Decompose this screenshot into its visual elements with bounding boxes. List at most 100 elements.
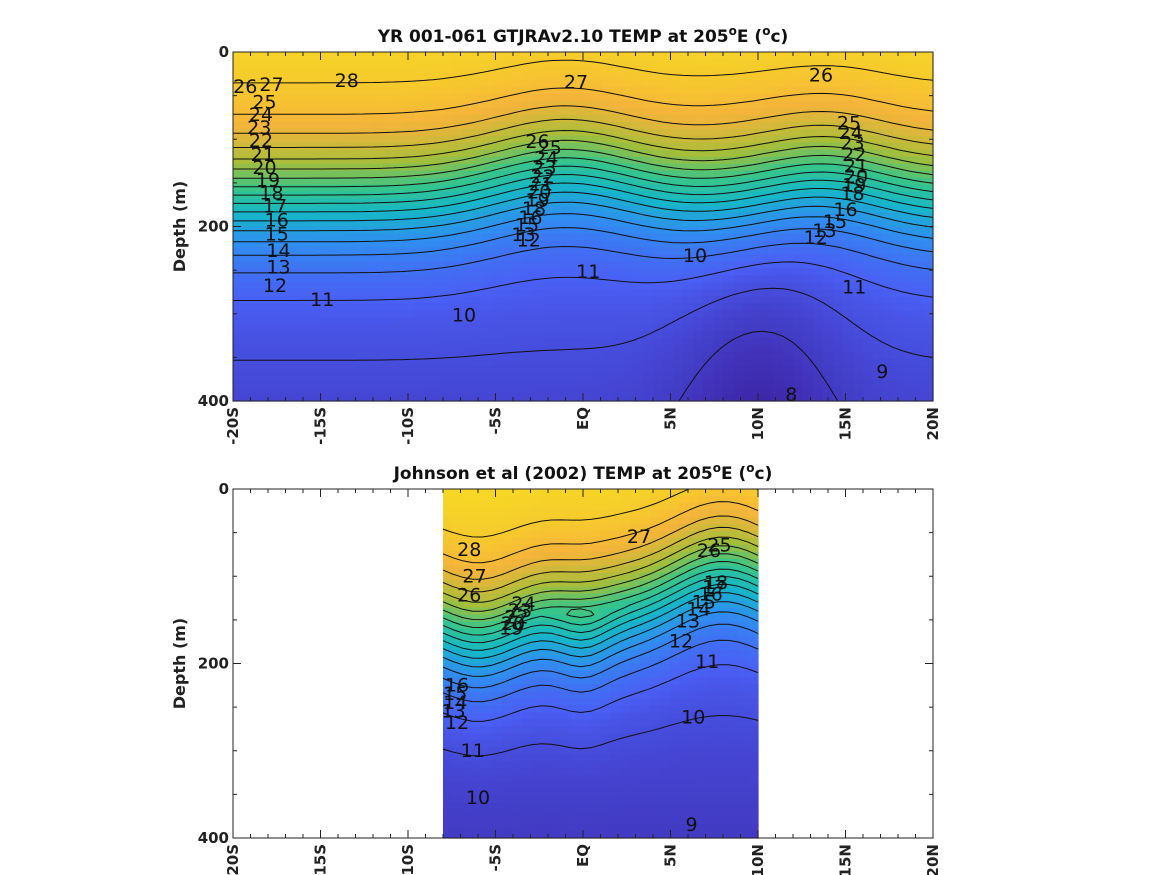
heatmap-cell <box>513 93 524 102</box>
heatmap-cell <box>353 352 364 360</box>
y-axis-label: Depth (m) <box>170 181 189 273</box>
heatmap-cell <box>462 649 474 658</box>
heatmap-cell <box>679 523 690 532</box>
heatmap-cell <box>443 156 454 165</box>
heatmap-cell <box>669 670 680 679</box>
heatmap-cell <box>763 226 774 235</box>
heatmap-cell <box>689 649 700 658</box>
heatmap-cell <box>283 205 294 214</box>
heatmap-cell <box>433 296 444 304</box>
heatmap-cell <box>663 380 674 388</box>
heatmap-cell <box>683 282 694 290</box>
heatmap-cell <box>443 565 454 574</box>
heatmap-cell <box>863 212 874 221</box>
heatmap-cell <box>583 219 594 228</box>
heatmap-cell <box>423 212 434 221</box>
heatmap-cell <box>583 170 594 179</box>
heatmap-cell <box>713 128 724 137</box>
heatmap-cell <box>853 177 864 186</box>
heatmap-cell <box>703 219 714 228</box>
heatmap-cell <box>493 65 504 74</box>
heatmap-cell <box>551 572 562 581</box>
heatmap-cell <box>783 303 794 311</box>
heatmap-cell <box>913 345 924 353</box>
heatmap-cell <box>773 163 784 172</box>
heatmap-cell <box>492 607 503 616</box>
heatmap-cell <box>708 551 720 560</box>
heatmap-cell <box>253 380 264 388</box>
heatmap-cell <box>323 198 334 207</box>
heatmap-cell <box>462 740 474 748</box>
heatmap-cell <box>253 240 264 249</box>
heatmap-cell <box>511 489 523 497</box>
heatmap-cell <box>728 642 739 651</box>
heatmap-cell <box>303 65 314 74</box>
heatmap-cell <box>743 380 754 388</box>
heatmap-cell <box>563 247 574 256</box>
heatmap-cell <box>303 107 314 116</box>
heatmap-cell <box>603 226 614 235</box>
heatmap-cell <box>443 135 454 144</box>
heatmap-cell <box>659 663 670 672</box>
heatmap-cell <box>643 72 654 81</box>
heatmap-cell <box>580 754 592 762</box>
heatmap-cell <box>553 219 564 228</box>
heatmap-cell <box>738 761 749 769</box>
heatmap-cell <box>583 226 594 235</box>
heatmap-cell <box>273 107 284 116</box>
heatmap-cell <box>743 79 754 88</box>
heatmap-cell <box>303 198 314 207</box>
heatmap-cell <box>413 191 424 200</box>
heatmap-cell <box>913 205 924 214</box>
heatmap-cell <box>323 114 334 123</box>
heatmap-cell <box>502 621 513 630</box>
heatmap-cell <box>689 740 700 748</box>
heatmap-cell <box>659 523 670 532</box>
heatmap-cell <box>693 58 704 67</box>
heatmap-cell <box>593 352 604 360</box>
heatmap-cell <box>669 516 680 525</box>
heatmap-cell <box>473 247 484 256</box>
heatmap-cell <box>773 107 784 116</box>
heatmap-cell <box>753 149 764 158</box>
heatmap-cell <box>713 177 724 186</box>
heatmap-cell <box>708 600 720 609</box>
heatmap-cell <box>738 649 749 658</box>
heatmap-cell <box>502 509 513 518</box>
heatmap-cell <box>703 268 714 276</box>
heatmap-cell <box>303 79 314 88</box>
heatmap-cell <box>503 177 514 186</box>
heatmap-cell <box>610 523 621 532</box>
heatmap-cell <box>590 495 602 504</box>
heatmap-cell <box>663 282 674 290</box>
heatmap-cell <box>718 530 730 539</box>
heatmap-cell <box>513 247 524 256</box>
heatmap-cell <box>763 303 774 311</box>
heatmap-cell <box>551 502 562 511</box>
heatmap-cell <box>669 537 680 546</box>
heatmap-cell <box>603 149 614 158</box>
heatmap-cell <box>423 135 434 144</box>
heatmap-cell <box>603 345 614 353</box>
heatmap-cell <box>679 684 690 693</box>
heatmap-cell <box>630 761 641 769</box>
heatmap-cell <box>473 296 484 304</box>
heatmap-cell <box>718 614 730 623</box>
heatmap-cell <box>683 359 694 367</box>
heatmap-cell <box>413 352 424 360</box>
heatmap-cell <box>893 212 904 221</box>
heatmap-cell <box>482 691 493 699</box>
heatmap-cell <box>639 537 651 546</box>
heatmap-cell <box>403 338 414 346</box>
heatmap-cell <box>659 719 670 727</box>
heatmap-cell <box>903 100 914 109</box>
heatmap-cell <box>610 712 621 720</box>
heatmap-cell <box>413 310 424 318</box>
heatmap-cell <box>683 135 694 144</box>
heatmap-cell <box>613 233 624 242</box>
heatmap-cell <box>673 142 684 151</box>
heatmap-cell <box>541 537 552 546</box>
heatmap-cell <box>463 331 474 339</box>
heatmap-cell <box>728 579 739 588</box>
heatmap-cell <box>753 107 764 116</box>
